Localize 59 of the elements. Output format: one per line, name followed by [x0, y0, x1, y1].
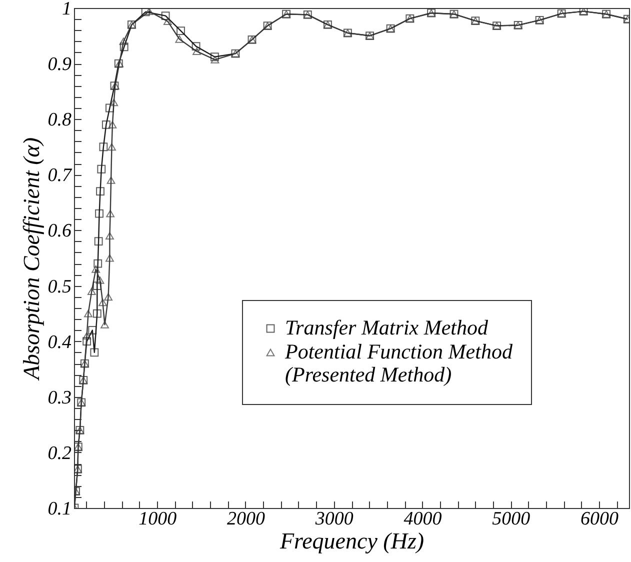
point — [88, 326, 97, 334]
point — [119, 38, 128, 46]
point — [210, 56, 220, 64]
x-tick-label: 1000 — [138, 508, 178, 530]
point — [105, 232, 114, 240]
point — [144, 8, 154, 16]
y-tick-label: 0.4 — [48, 332, 72, 353]
point — [94, 237, 103, 246]
y-tick-label: 0.9 — [48, 54, 72, 76]
x-axis-title: Frequency (Hz) — [278, 528, 424, 554]
legend-label: Transfer Matrix Method — [285, 316, 488, 340]
point — [120, 42, 128, 52]
point — [87, 288, 96, 296]
point — [108, 143, 116, 151]
y-tick-label: 0.7 — [48, 165, 73, 186]
point — [96, 187, 104, 196]
point — [175, 35, 184, 43]
point — [102, 120, 110, 129]
point — [163, 18, 172, 26]
x-tick-label: 6000 — [580, 508, 619, 530]
point — [92, 282, 102, 290]
y-axis-title: Absorption Coefficient (α) — [18, 137, 44, 382]
point — [97, 164, 106, 174]
x-tick-label: 2000 — [226, 508, 266, 530]
point — [192, 48, 201, 56]
point — [84, 310, 92, 318]
point — [94, 259, 102, 268]
legend-label: Potential Function Method (Presented Method) — [284, 340, 513, 386]
point — [110, 98, 118, 106]
point — [98, 298, 107, 306]
point — [105, 104, 114, 112]
point — [141, 8, 150, 16]
point — [92, 265, 100, 273]
point — [82, 337, 92, 346]
point — [192, 42, 200, 51]
point — [161, 12, 170, 20]
point — [96, 276, 104, 284]
point — [82, 332, 92, 340]
point — [90, 348, 99, 357]
y-tick-label: 0.1 — [48, 498, 72, 520]
point — [210, 52, 219, 62]
point — [106, 210, 115, 218]
point — [106, 176, 116, 184]
y-tick-label: 0.2 — [48, 442, 72, 464]
y-tick-label: 0.5 — [48, 276, 72, 298]
x-tick-label: 5000 — [492, 508, 531, 530]
point — [176, 26, 185, 35]
point — [92, 309, 102, 318]
point — [99, 142, 108, 152]
point — [95, 209, 104, 218]
x-tick-label: 4000 — [404, 508, 442, 530]
y-tick-label: 0.8 — [48, 110, 72, 131]
x-tick-label: 3000 — [314, 508, 354, 530]
y-tick-label: 0.6 — [48, 220, 72, 242]
y-tick-label: 1 — [62, 0, 72, 20]
y-tick-label: 0.3 — [48, 387, 72, 408]
point — [108, 120, 117, 128]
point — [104, 293, 112, 301]
point — [105, 254, 114, 262]
